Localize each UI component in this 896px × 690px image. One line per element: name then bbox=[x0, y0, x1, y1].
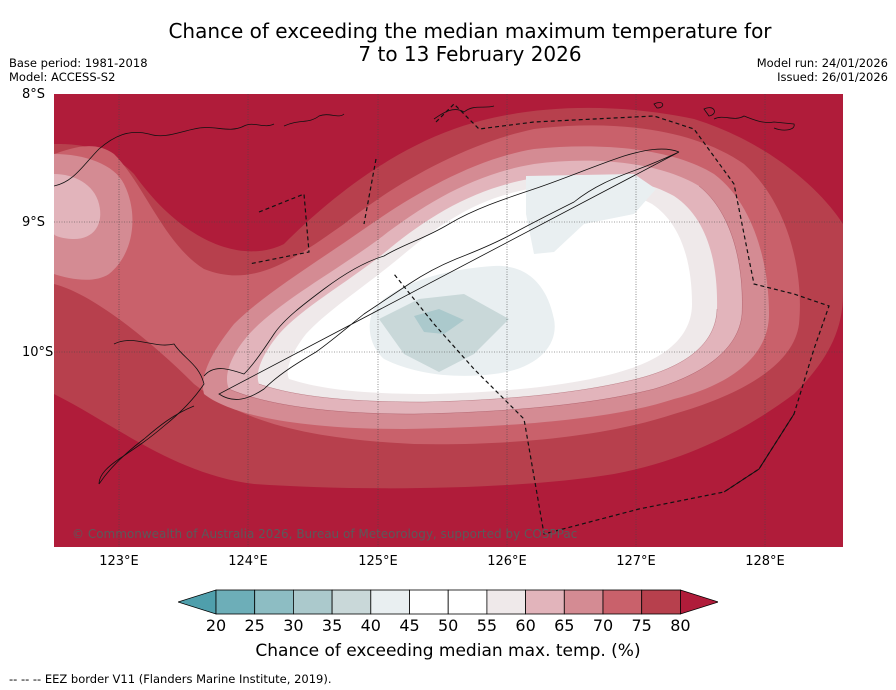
colorbar-tick-label: 55 bbox=[476, 616, 498, 635]
colorbar-tick-label: 30 bbox=[283, 616, 304, 635]
lat-label-9s: 9°S bbox=[22, 215, 46, 230]
colorbar-tick-label: 20 bbox=[205, 616, 227, 635]
colorbar-cell bbox=[563, 589, 604, 615]
colorbar-tick-label: 35 bbox=[321, 616, 343, 635]
colorbar bbox=[178, 589, 718, 615]
colorbar-tick-label: 45 bbox=[399, 616, 420, 635]
colorbar-cell bbox=[602, 589, 643, 615]
colorbar-extend-low bbox=[178, 589, 217, 615]
title-line-2: 7 to 13 February 2026 bbox=[358, 42, 582, 66]
lon-label-124e: 124°E bbox=[228, 554, 268, 569]
colorbar-cell bbox=[447, 589, 488, 615]
colorbar-cell bbox=[254, 589, 294, 615]
lat-label-8s: 8°S bbox=[22, 87, 46, 102]
coastline bbox=[54, 102, 795, 485]
issued-date: Issued: 26/01/2026 bbox=[777, 70, 888, 84]
lon-label-127e: 127°E bbox=[616, 554, 656, 569]
base-period: Base period: 1981-2018 bbox=[9, 56, 148, 70]
forecast-map bbox=[54, 94, 843, 547]
contour-40-45 bbox=[526, 174, 656, 254]
lon-label-123e: 123°E bbox=[99, 554, 139, 569]
colorbar-cell bbox=[215, 589, 256, 615]
lon-label-125e: 125°E bbox=[358, 554, 398, 569]
colorbar-extend-high bbox=[679, 589, 718, 615]
colorbar-tick-label: 65 bbox=[554, 616, 575, 635]
colorbar-tick-label: 50 bbox=[438, 616, 459, 635]
colorbar-cell bbox=[525, 589, 565, 615]
lon-label-128e: 128°E bbox=[745, 554, 785, 569]
colorbar-title: Chance of exceeding median max. temp. (%… bbox=[255, 641, 641, 661]
colorbar-tick-label: 40 bbox=[360, 616, 381, 635]
map-svg bbox=[54, 94, 843, 547]
colorbar-cells bbox=[178, 589, 718, 615]
eez-solid-segment bbox=[723, 413, 795, 493]
copyright-notice: © Commonwealth of Australia 2026, Bureau… bbox=[72, 527, 578, 541]
colorbar-cell bbox=[370, 589, 410, 615]
colorbar-tick-label: 25 bbox=[244, 616, 265, 635]
meta-right: Model run: 24/01/2026 Issued: 26/01/2026 bbox=[757, 56, 888, 84]
colorbar-cell bbox=[409, 589, 449, 615]
colorbar-tick-label: 60 bbox=[515, 616, 536, 635]
model-name: Model: ACCESS-S2 bbox=[9, 70, 116, 84]
colorbar-tick-label: 80 bbox=[670, 616, 691, 635]
eez-border bbox=[248, 103, 830, 535]
colorbar-cell bbox=[641, 589, 681, 615]
lat-label-10s: 10°S bbox=[22, 345, 54, 360]
contour-60-65-west bbox=[54, 174, 101, 239]
colorbar-cell bbox=[331, 589, 372, 615]
meta-left: Base period: 1981-2018 Model: ACCESS-S2 bbox=[9, 56, 148, 84]
chart-title: Chance of exceeding the median maximum t… bbox=[0, 20, 896, 66]
eez-footnote: -- -- -- EEZ border V11 (Flanders Marine… bbox=[9, 672, 332, 686]
model-run: Model run: 24/01/2026 bbox=[756, 56, 888, 70]
colorbar-cell bbox=[486, 589, 526, 615]
lon-label-126e: 126°E bbox=[487, 554, 527, 569]
colorbar-tick-label: 70 bbox=[592, 616, 614, 635]
graticule bbox=[54, 94, 843, 547]
colorbar-tick-label: 75 bbox=[631, 616, 652, 635]
colorbar-cell bbox=[293, 589, 333, 615]
contour-lines bbox=[228, 185, 743, 415]
title-line-1: Chance of exceeding the median maximum t… bbox=[168, 19, 772, 43]
